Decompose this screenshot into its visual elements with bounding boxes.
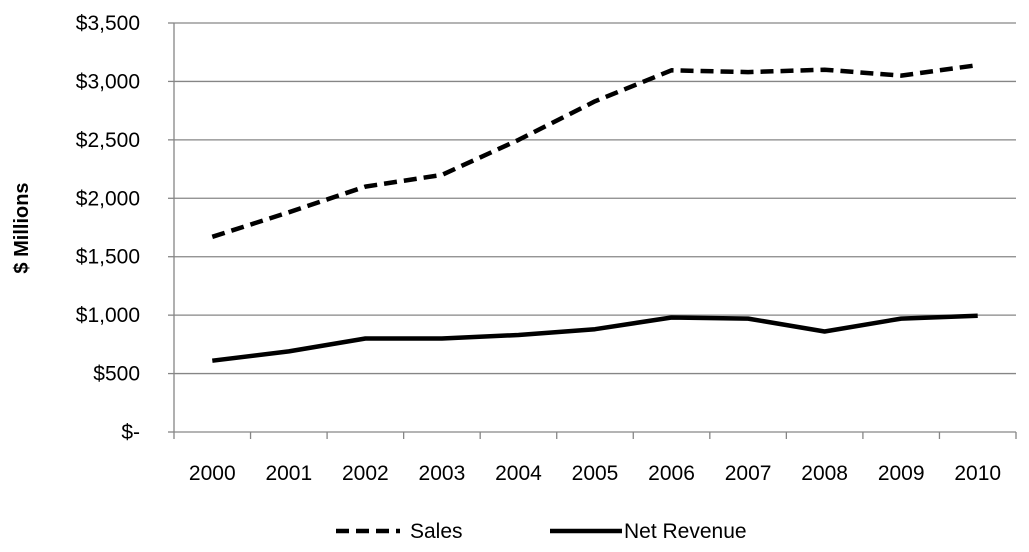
y-tick-label: $3,500 — [76, 12, 140, 35]
legend-label: Sales — [410, 520, 463, 543]
y-tick-label: $3,000 — [76, 70, 140, 93]
x-tick-labels: 2000 2001 2002 2003 2004 2005 2006 2007 2008 2009… — [189, 462, 1001, 485]
x-tick-label: 2005 — [572, 462, 619, 485]
y-axis-title: $ Millions — [11, 182, 33, 273]
y-tick-label: $1,000 — [76, 304, 140, 327]
y-tick-label: $1,500 — [76, 246, 140, 269]
legend-item-sales: Sales — [336, 520, 463, 543]
x-tick-label: 2003 — [419, 462, 466, 485]
legend: Sales Net Revenue — [336, 520, 747, 543]
axes — [168, 22, 1017, 439]
y-tick-label: $2,000 — [76, 187, 140, 210]
x-tick-label: 2006 — [648, 462, 695, 485]
x-tick-label: 2010 — [954, 462, 1001, 485]
x-tick-label: 2002 — [342, 462, 389, 485]
x-tick-label: 2007 — [725, 462, 772, 485]
y-tick-labels: $- $500 $1,000 $1,500 $2,000 $2,500 $3,000 $3,5… — [76, 12, 140, 444]
series-line-net-revenue — [212, 313, 978, 363]
x-tick-label: 2004 — [495, 462, 542, 485]
y-tick-label: $2,500 — [76, 129, 140, 152]
y-tick-label: $- — [121, 421, 140, 444]
series-line-sales — [211, 62, 979, 239]
series-lines — [211, 62, 979, 363]
x-tick-label: 2001 — [265, 462, 312, 485]
legend-item-net-revenue: Net Revenue — [550, 520, 747, 543]
legend-label: Net Revenue — [624, 520, 747, 543]
y-tick-label: $500 — [93, 363, 140, 386]
x-tick-label: 2008 — [801, 462, 848, 485]
gridlines — [174, 22, 1016, 375]
x-tick-label: 2009 — [878, 462, 925, 485]
x-tick-label: 2000 — [189, 462, 236, 485]
